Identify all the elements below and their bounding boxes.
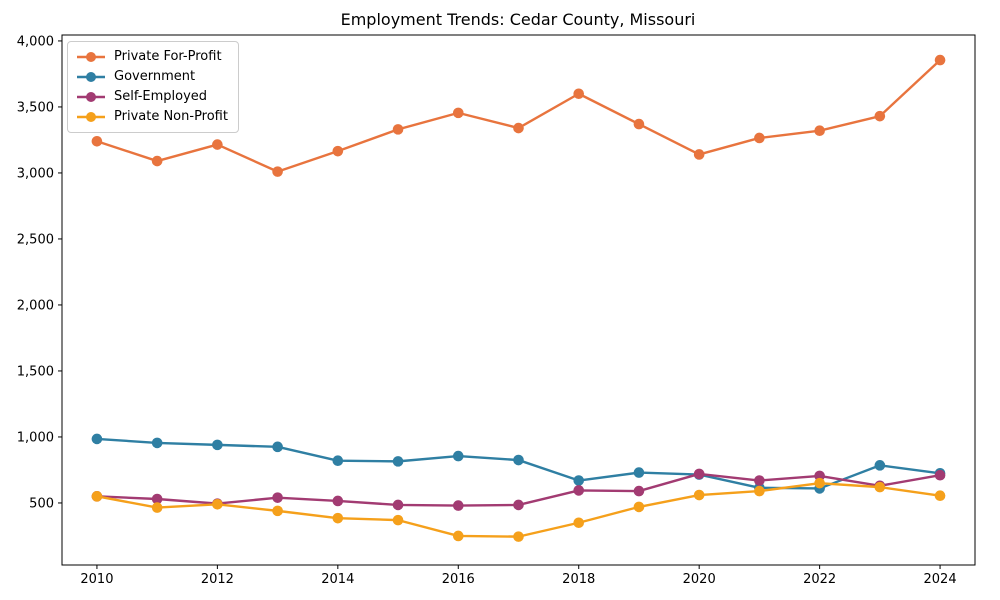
data-point [573, 517, 585, 529]
legend-marker-icon [77, 112, 105, 122]
data-point [573, 475, 585, 486]
y-axis-tick-label: 4,000 [17, 34, 54, 49]
legend-marker-icon [77, 72, 105, 82]
data-point [573, 485, 585, 496]
legend-item: Government [76, 67, 228, 87]
x-axis-tick-label: 2018 [562, 572, 595, 587]
data-point [633, 467, 645, 478]
data-point [392, 456, 404, 467]
data-point [392, 514, 404, 526]
data-point [633, 501, 645, 513]
y-axis-tick-label: 500 [29, 496, 54, 511]
x-axis-tick-label: 2024 [924, 572, 957, 587]
data-point [91, 433, 103, 445]
data-point [573, 88, 585, 100]
data-point [874, 460, 886, 471]
data-point [452, 107, 464, 119]
x-axis-tick-label: 2016 [442, 572, 475, 587]
data-point [452, 530, 464, 542]
legend-marker-icon [77, 52, 105, 62]
legend-item: Private For-Profit [76, 47, 228, 67]
data-point [693, 468, 705, 480]
data-point [91, 135, 103, 147]
x-axis-tick-label: 2014 [321, 572, 354, 587]
legend-label: Private For-Profit [114, 49, 222, 64]
data-point [633, 485, 645, 497]
data-point [212, 439, 223, 451]
data-point [874, 110, 886, 122]
data-point [513, 122, 524, 134]
x-axis-tick-label: 2010 [80, 572, 113, 587]
x-axis-tick-label: 2012 [201, 572, 234, 587]
y-axis-tick-label: 2,000 [17, 298, 54, 313]
data-point [452, 500, 464, 511]
data-point [272, 505, 283, 517]
data-point [693, 489, 705, 501]
data-point [693, 149, 705, 160]
data-point [212, 139, 223, 150]
legend-label: Private Non-Profit [114, 109, 228, 124]
data-point [814, 470, 825, 482]
data-point [151, 502, 163, 513]
y-axis-tick-label: 1,000 [17, 430, 54, 445]
y-axis-tick-label: 3,500 [17, 100, 54, 115]
y-axis-tick-label: 2,500 [17, 232, 54, 247]
legend-marker-icon [77, 92, 105, 102]
data-point [874, 481, 886, 493]
data-point [151, 437, 163, 449]
legend-item: Self-Employed [76, 87, 228, 107]
legend-label: Government [114, 69, 196, 84]
data-point [633, 118, 645, 130]
data-point [151, 155, 163, 167]
legend-label: Self-Employed [114, 89, 208, 104]
chart-legend: Private For-Profit Government Self-Employe… [67, 41, 239, 133]
y-axis-tick-label: 1,500 [17, 364, 54, 379]
data-point [332, 495, 344, 507]
series-layer [91, 54, 946, 542]
data-point [814, 125, 825, 137]
axes-layer: 500 1,000 1,500 2,000 2,500 3,000 3,500 4,000 20… [17, 34, 976, 587]
data-point [754, 475, 765, 486]
data-point [814, 477, 825, 489]
data-point [754, 132, 765, 144]
data-point [452, 450, 464, 462]
data-point [151, 493, 163, 505]
data-point [392, 124, 404, 135]
data-point [212, 498, 223, 510]
x-axis-tick-label: 2022 [803, 572, 836, 587]
data-point [332, 145, 344, 157]
data-point [513, 454, 524, 466]
data-point [332, 512, 344, 524]
data-point [272, 166, 283, 177]
data-point [934, 490, 946, 501]
data-point [513, 499, 524, 511]
x-axis-tick-label: 2020 [683, 572, 716, 587]
axes-frame [61, 34, 976, 566]
data-point [332, 455, 344, 467]
data-point [513, 531, 524, 542]
data-point [91, 491, 103, 502]
chart-title: Employment Trends: Cedar County, Missour… [341, 10, 696, 29]
y-axis-tick-label: 3,000 [17, 166, 54, 181]
data-point [272, 492, 283, 503]
data-point [934, 469, 946, 481]
data-point [754, 485, 765, 497]
data-point [392, 499, 404, 511]
data-point [272, 441, 283, 453]
data-point [934, 54, 946, 66]
legend-item: Private Non-Profit [76, 107, 228, 127]
